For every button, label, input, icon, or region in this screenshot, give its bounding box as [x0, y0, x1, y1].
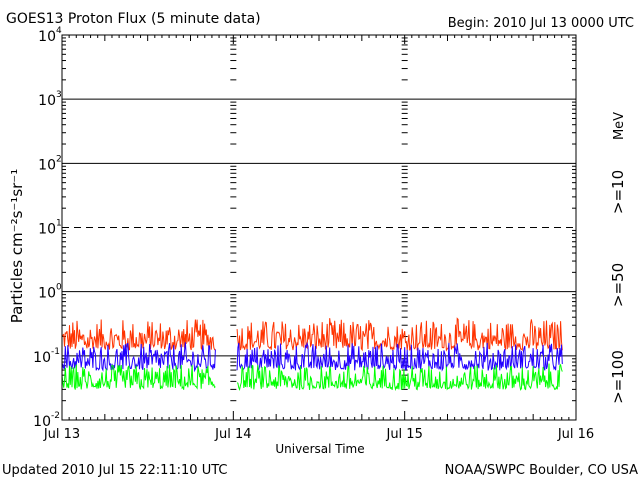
- y-tick-exponent: 1: [56, 219, 62, 229]
- y-tick-exponent: 4: [56, 26, 62, 36]
- plot-area: [61, 34, 577, 421]
- y-tick-exponent: -2: [51, 411, 60, 421]
- legend-series-ge100: >=100: [609, 350, 627, 404]
- series-line-ge50-seg0: [61, 342, 216, 373]
- y-tick-label: 10 1: [38, 219, 62, 238]
- y-tick-base: 10: [38, 29, 56, 45]
- updated-timestamp: Updated 2010 Jul 15 22:11:10 UTC: [2, 463, 227, 478]
- series-line-ge10-seg0: [61, 319, 216, 352]
- y-tick-exponent: 3: [56, 90, 62, 100]
- legend-series-ge50: >=50: [609, 263, 627, 307]
- x-tick-labels: Jul 13 Jul 14 Jul 15 Jul 16: [43, 427, 594, 442]
- legend-series-ge10: >=10: [609, 170, 627, 214]
- source-credit: NOAA/SWPC Boulder, CO USA: [445, 463, 638, 478]
- series-line-ge100-seg0: [61, 364, 216, 390]
- legend-unit-mev: MeV: [612, 112, 627, 140]
- x-tick-label: Jul 14: [214, 427, 251, 442]
- y-axis-label: Particles cm⁻²s⁻¹sr⁻¹: [8, 169, 26, 323]
- y-tick-base: 10: [38, 157, 56, 173]
- begin-label: Begin: 2010 Jul 13 0000 UTC: [448, 16, 634, 31]
- x-axis-label: Universal Time: [275, 442, 364, 456]
- y-tick-exponent: 0: [56, 283, 62, 293]
- y-tick-base: 10: [38, 222, 56, 238]
- y-tick-exponent: -1: [51, 347, 60, 357]
- y-tick-base: 10: [33, 414, 51, 430]
- x-tick-label: Jul 16: [557, 427, 594, 442]
- y-tick-label: 10 0: [38, 283, 62, 302]
- series-line-ge100-seg1: [236, 363, 563, 392]
- y-tick-base: 10: [38, 286, 56, 302]
- y-tick-base: 10: [33, 350, 51, 366]
- y-tick-label: 10 3: [38, 90, 62, 109]
- series-line-ge10-seg1: [236, 317, 563, 352]
- y-tick-label: 10 2: [38, 154, 62, 173]
- y-tick-label: 10 4: [38, 26, 62, 45]
- y-tick-label: 10 -2: [33, 411, 60, 430]
- y-tick-base: 10: [38, 93, 56, 109]
- y-tick-exponent: 2: [56, 154, 62, 164]
- y-tick-label: 10 -1: [33, 347, 60, 366]
- plot-frame: [61, 34, 577, 421]
- x-tick-label: Jul 13: [43, 427, 80, 442]
- series-line-ge50-seg1: [236, 341, 563, 372]
- chart-title: GOES13 Proton Flux (5 minute data): [6, 11, 261, 27]
- x-tick-label: Jul 15: [385, 427, 422, 442]
